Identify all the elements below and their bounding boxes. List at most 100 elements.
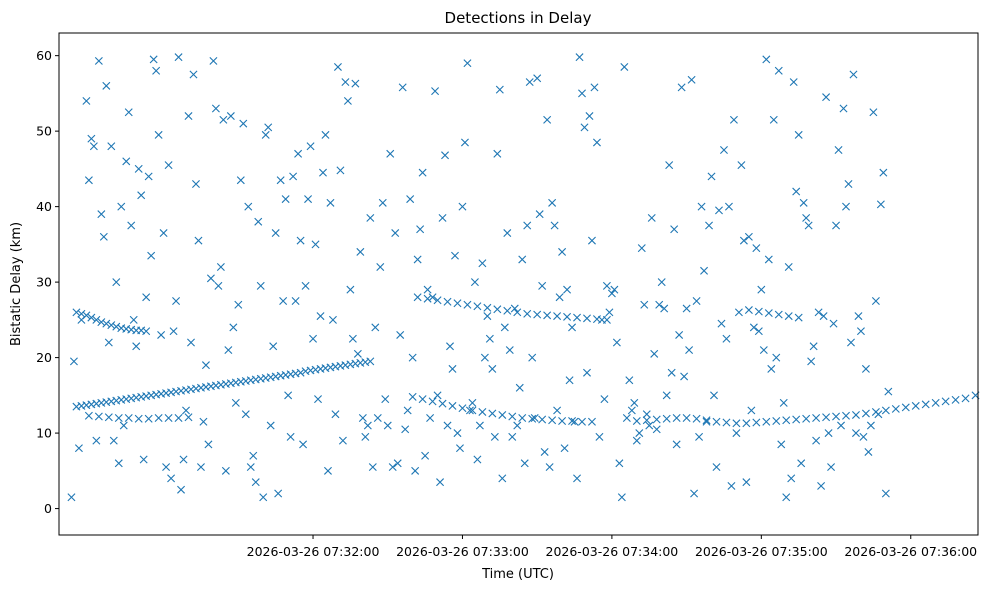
data-point <box>289 172 298 181</box>
data-point <box>580 123 589 132</box>
data-point <box>520 459 529 468</box>
data-point <box>647 213 656 222</box>
data-point <box>822 93 831 102</box>
data-point <box>74 444 83 453</box>
data-point <box>931 398 940 407</box>
data-point <box>204 440 213 449</box>
data-point <box>747 406 756 415</box>
data-point <box>523 309 532 318</box>
data-point <box>749 323 758 332</box>
data-point <box>563 312 572 321</box>
data-point <box>824 429 833 438</box>
data-point <box>702 417 711 426</box>
data-point <box>642 410 651 419</box>
data-point <box>104 338 113 347</box>
data-point <box>505 346 514 355</box>
data-point <box>503 306 512 315</box>
data-point <box>774 66 783 75</box>
data-point <box>134 414 143 423</box>
data-point <box>488 409 497 418</box>
data-point <box>348 334 357 343</box>
data-point <box>172 296 181 305</box>
data-point <box>201 361 210 370</box>
data-point <box>617 493 626 502</box>
data-point <box>381 395 390 404</box>
data-point <box>224 346 233 355</box>
data-point <box>84 176 93 185</box>
chart-title: Detections in Delay <box>445 9 592 27</box>
data-point <box>281 195 290 204</box>
data-point <box>328 315 337 324</box>
data-point <box>271 229 280 238</box>
data-point <box>319 168 327 177</box>
data-point <box>211 104 220 113</box>
data-point <box>680 372 689 381</box>
data-point <box>866 421 875 430</box>
x-axis: 2026-03-26 07:32:00 2026-03-26 07:33:00 20… <box>247 535 977 559</box>
data-point <box>418 395 427 404</box>
data-point <box>82 96 91 105</box>
data-point <box>147 251 156 260</box>
data-point <box>254 217 263 226</box>
data-point <box>361 432 370 441</box>
data-point <box>206 274 215 283</box>
data-point <box>874 410 883 419</box>
data-point <box>107 321 116 330</box>
data-point <box>438 399 447 408</box>
data-point <box>861 364 870 373</box>
data-point <box>677 83 686 92</box>
data-point <box>615 459 624 468</box>
y-tick-label: 10 <box>36 426 52 441</box>
data-point <box>162 463 171 472</box>
data-point <box>134 164 143 173</box>
data-point <box>682 304 691 313</box>
data-point <box>418 168 427 177</box>
data-point <box>700 266 709 275</box>
data-point <box>665 161 674 170</box>
data-point <box>538 415 547 424</box>
data-point <box>568 417 577 426</box>
data-point <box>864 447 873 456</box>
data-point <box>842 202 850 211</box>
data-point <box>627 406 636 415</box>
data-point <box>216 263 225 272</box>
data-point <box>246 463 255 472</box>
x-tick-label: 2026-03-26 07:35:00 <box>695 544 828 559</box>
data-point <box>670 225 679 234</box>
data-point <box>316 312 325 321</box>
data-point <box>124 414 133 422</box>
data-point <box>321 130 330 139</box>
data-point <box>814 308 823 317</box>
data-point <box>545 463 554 472</box>
data-point <box>655 300 664 309</box>
data-point <box>622 414 631 422</box>
data-point <box>453 299 462 308</box>
data-point <box>558 417 567 426</box>
data-point <box>587 417 596 426</box>
data-point <box>727 481 736 490</box>
data-point <box>443 421 452 430</box>
data-point <box>784 312 793 321</box>
plot-frame <box>58 32 979 536</box>
data-point <box>812 414 821 422</box>
data-point <box>119 421 128 430</box>
data-point <box>109 436 118 445</box>
data-point <box>849 70 858 79</box>
data-point <box>465 406 474 415</box>
data-point <box>563 285 572 294</box>
data-point <box>433 391 442 400</box>
data-point <box>662 391 671 400</box>
data-point <box>286 432 295 441</box>
data-point <box>341 78 350 87</box>
data-point <box>662 414 671 423</box>
data-point <box>386 149 395 158</box>
data-point <box>191 179 200 188</box>
data-point <box>77 315 86 324</box>
data-point <box>323 466 332 475</box>
data-point <box>530 414 539 422</box>
data-point <box>490 432 499 441</box>
data-point <box>236 176 245 185</box>
data-point <box>396 330 405 339</box>
data-point <box>794 130 803 139</box>
data-point <box>792 187 801 196</box>
